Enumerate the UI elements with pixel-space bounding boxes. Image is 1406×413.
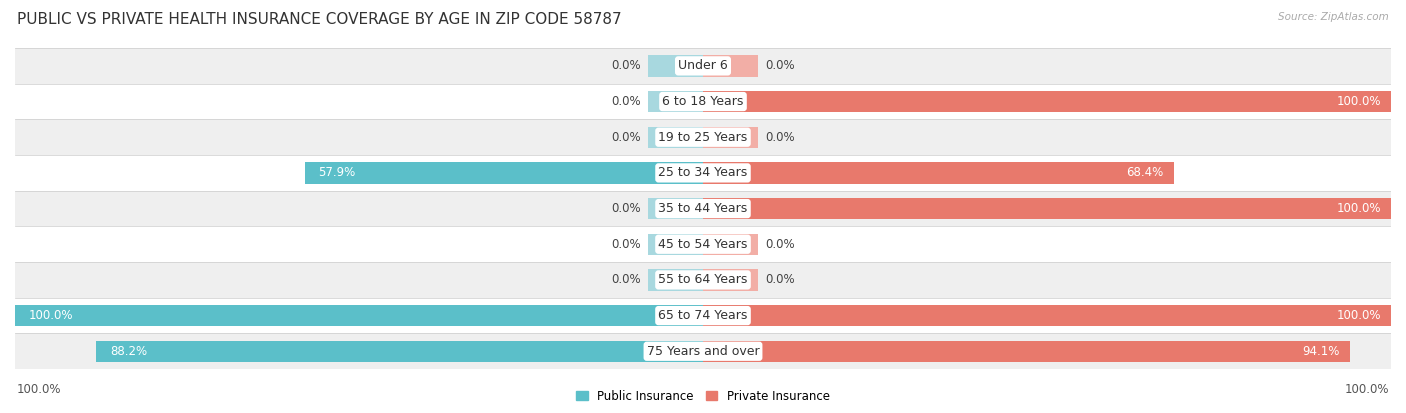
Text: 45 to 54 Years: 45 to 54 Years xyxy=(658,238,748,251)
Bar xyxy=(648,55,703,76)
Text: 0.0%: 0.0% xyxy=(765,273,794,286)
Bar xyxy=(15,333,1391,369)
Bar xyxy=(15,155,1391,191)
Text: 0.0%: 0.0% xyxy=(765,131,794,144)
Bar xyxy=(648,198,703,219)
Bar xyxy=(703,305,1391,326)
Bar xyxy=(15,305,703,326)
Text: 35 to 44 Years: 35 to 44 Years xyxy=(658,202,748,215)
Bar xyxy=(703,233,758,255)
Text: 0.0%: 0.0% xyxy=(765,59,794,72)
Text: 100.0%: 100.0% xyxy=(1336,95,1381,108)
Text: 100.0%: 100.0% xyxy=(28,309,73,322)
Text: 0.0%: 0.0% xyxy=(612,202,641,215)
Bar xyxy=(703,341,1350,362)
Text: 100.0%: 100.0% xyxy=(1336,309,1381,322)
Bar xyxy=(648,91,703,112)
Text: Source: ZipAtlas.com: Source: ZipAtlas.com xyxy=(1278,12,1389,22)
Bar xyxy=(703,198,1391,219)
Bar xyxy=(15,226,1391,262)
Text: 6 to 18 Years: 6 to 18 Years xyxy=(662,95,744,108)
Text: 75 Years and over: 75 Years and over xyxy=(647,345,759,358)
Text: 0.0%: 0.0% xyxy=(612,238,641,251)
Text: PUBLIC VS PRIVATE HEALTH INSURANCE COVERAGE BY AGE IN ZIP CODE 58787: PUBLIC VS PRIVATE HEALTH INSURANCE COVER… xyxy=(17,12,621,27)
Text: 25 to 34 Years: 25 to 34 Years xyxy=(658,166,748,179)
Bar xyxy=(703,126,758,148)
Text: 100.0%: 100.0% xyxy=(1336,202,1381,215)
Bar xyxy=(648,269,703,291)
Bar xyxy=(648,126,703,148)
Text: 88.2%: 88.2% xyxy=(110,345,148,358)
Text: 94.1%: 94.1% xyxy=(1303,345,1340,358)
Text: 100.0%: 100.0% xyxy=(1344,384,1389,396)
Text: 0.0%: 0.0% xyxy=(612,131,641,144)
Text: 68.4%: 68.4% xyxy=(1126,166,1163,179)
Text: 100.0%: 100.0% xyxy=(17,384,62,396)
Bar xyxy=(15,298,1391,333)
Text: 65 to 74 Years: 65 to 74 Years xyxy=(658,309,748,322)
Text: 57.9%: 57.9% xyxy=(318,166,356,179)
Bar xyxy=(15,48,1391,84)
Bar xyxy=(703,91,1391,112)
Bar xyxy=(96,341,703,362)
Bar xyxy=(15,191,1391,226)
Text: 55 to 64 Years: 55 to 64 Years xyxy=(658,273,748,286)
Legend: Public Insurance, Private Insurance: Public Insurance, Private Insurance xyxy=(576,390,830,403)
Text: 0.0%: 0.0% xyxy=(765,238,794,251)
Text: 0.0%: 0.0% xyxy=(612,95,641,108)
Bar xyxy=(15,84,1391,119)
Bar xyxy=(703,162,1174,184)
Text: Under 6: Under 6 xyxy=(678,59,728,72)
Bar xyxy=(15,262,1391,298)
Text: 0.0%: 0.0% xyxy=(612,59,641,72)
Bar xyxy=(305,162,703,184)
Bar xyxy=(648,233,703,255)
Bar xyxy=(703,55,758,76)
Bar xyxy=(15,119,1391,155)
Text: 0.0%: 0.0% xyxy=(612,273,641,286)
Text: 19 to 25 Years: 19 to 25 Years xyxy=(658,131,748,144)
Bar xyxy=(703,269,758,291)
